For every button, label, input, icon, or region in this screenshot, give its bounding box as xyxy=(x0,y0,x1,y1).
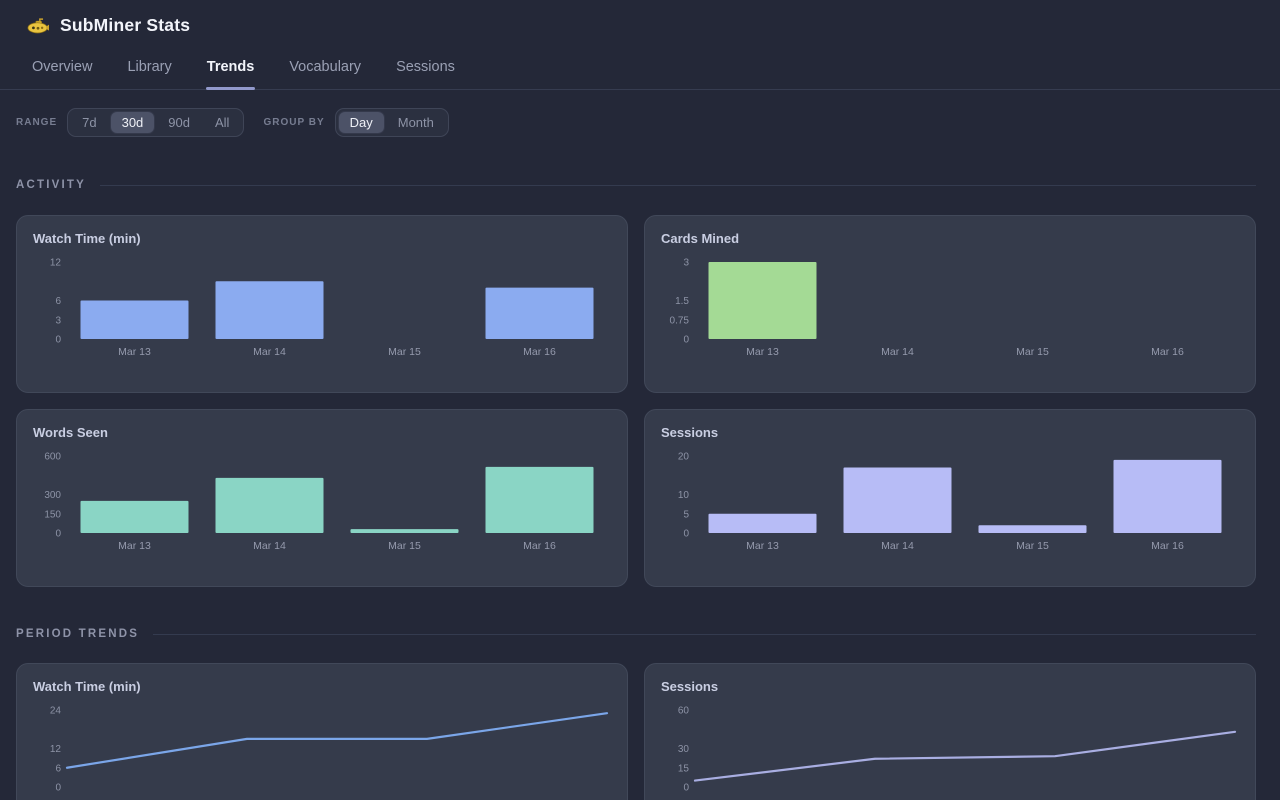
period-trends-chart-grid: Watch Time (min) 0 6 12 24 Sessions 0 15 30 60 xyxy=(16,663,1256,800)
chart-card-watch-time: Watch Time (min) 0 3 6 12 Mar 13 Mar 14 Mar 15… xyxy=(16,215,628,393)
svg-text:60: 60 xyxy=(678,706,690,717)
activity-chart-grid: Watch Time (min) 0 3 6 12 Mar 13 Mar 14 Mar 15… xyxy=(16,215,1256,587)
svg-text:Mar 14: Mar 14 xyxy=(253,346,286,358)
svg-text:10: 10 xyxy=(678,490,690,501)
sessions-line-chart: 0 15 30 60 xyxy=(645,700,1255,800)
svg-text:Mar 16: Mar 16 xyxy=(523,540,556,552)
svg-text:Mar 13: Mar 13 xyxy=(746,540,779,552)
chart-title: Watch Time (min) xyxy=(33,231,141,246)
svg-text:0: 0 xyxy=(683,529,689,540)
app-header: SubMiner Stats xyxy=(0,0,1280,36)
svg-text:6: 6 xyxy=(55,763,61,774)
svg-text:20: 20 xyxy=(678,452,690,463)
range-90d-button[interactable]: 90d xyxy=(157,112,201,133)
section-header-activity: ACTIVITY xyxy=(16,179,1256,191)
svg-text:24: 24 xyxy=(50,706,62,717)
group-day-button[interactable]: Day xyxy=(338,112,384,133)
section-title: PERIOD TRENDS xyxy=(16,628,140,640)
tab-sessions[interactable]: Sessions xyxy=(396,59,455,75)
svg-text:3: 3 xyxy=(55,315,61,326)
svg-text:600: 600 xyxy=(44,452,61,463)
svg-text:150: 150 xyxy=(44,509,61,520)
chart-title: Watch Time (min) xyxy=(33,679,141,694)
chart-card-watch-time-trend: Watch Time (min) 0 6 12 24 xyxy=(16,663,628,800)
words-seen-bar-chart: 0 150 300 600 Mar 13 Mar 14 Mar 15 Mar 16 xyxy=(17,446,627,558)
range-label: RANGE xyxy=(16,117,58,128)
svg-text:Mar 15: Mar 15 xyxy=(1016,540,1049,552)
svg-text:15: 15 xyxy=(678,763,690,774)
svg-text:30: 30 xyxy=(678,744,690,755)
sessions-bar-chart: 0 5 10 20 Mar 13 Mar 14 Mar 15 Mar 16 xyxy=(645,446,1255,558)
svg-text:Mar 15: Mar 15 xyxy=(388,540,421,552)
range-7d-button[interactable]: 7d xyxy=(71,112,107,133)
svg-text:0: 0 xyxy=(55,529,61,540)
svg-text:6: 6 xyxy=(55,296,61,307)
svg-text:1.5: 1.5 xyxy=(675,296,689,307)
chart-card-sessions: Sessions 0 5 10 20 Mar 13 Mar 14 Mar 15 Mar 16 xyxy=(644,409,1256,587)
range-all-button[interactable]: All xyxy=(204,112,240,133)
svg-text:0.75: 0.75 xyxy=(670,315,690,326)
section-divider xyxy=(100,184,1256,186)
range-30d-button[interactable]: 30d xyxy=(110,112,155,133)
watch-time-bar-chart: 0 3 6 12 Mar 13 Mar 14 Mar 15 Mar 16 xyxy=(17,252,627,364)
svg-text:Mar 14: Mar 14 xyxy=(881,346,914,358)
svg-text:Mar 13: Mar 13 xyxy=(118,540,151,552)
svg-text:Mar 13: Mar 13 xyxy=(118,346,151,358)
svg-text:Mar 16: Mar 16 xyxy=(523,346,556,358)
cards-mined-bar-chart: 0 0.75 1.5 3 Mar 13 Mar 14 Mar 15 Mar 16 xyxy=(645,252,1255,364)
svg-text:12: 12 xyxy=(50,744,62,755)
tab-trends[interactable]: Trends xyxy=(205,53,256,90)
svg-text:12: 12 xyxy=(50,258,62,269)
svg-text:Mar 13: Mar 13 xyxy=(746,346,779,358)
svg-text:0: 0 xyxy=(683,783,689,794)
svg-text:300: 300 xyxy=(44,490,61,501)
page-title: SubMiner Stats xyxy=(60,15,191,35)
group-month-button[interactable]: Month xyxy=(387,112,445,133)
svg-text:0: 0 xyxy=(683,335,689,346)
svg-text:Mar 16: Mar 16 xyxy=(1151,346,1184,358)
chart-title: Sessions xyxy=(661,679,719,694)
section-title: ACTIVITY xyxy=(16,179,86,191)
filter-controls: RANGE 7d 30d 90d All GROUP BY Day Month xyxy=(16,108,1280,137)
section-header-period-trends: PERIOD TRENDS xyxy=(16,628,1256,640)
tab-library[interactable]: Library xyxy=(127,59,172,75)
chart-title: Words Seen xyxy=(33,425,108,440)
range-segmented-control: 7d 30d 90d All xyxy=(67,108,245,137)
chart-card-cards-mined: Cards Mined 0 0.75 1.5 3 Mar 13 Mar 14 Mar 15 M… xyxy=(644,215,1256,393)
tab-overview[interactable]: Overview xyxy=(32,59,93,75)
svg-text:5: 5 xyxy=(683,509,689,520)
chart-title: Cards Mined xyxy=(661,231,740,246)
svg-text:Mar 15: Mar 15 xyxy=(388,346,421,358)
svg-text:Mar 15: Mar 15 xyxy=(1016,346,1049,358)
svg-text:Mar 14: Mar 14 xyxy=(253,540,286,552)
section-divider xyxy=(153,633,1256,635)
svg-text:Mar 16: Mar 16 xyxy=(1151,540,1184,552)
svg-text:0: 0 xyxy=(55,335,61,346)
svg-text:3: 3 xyxy=(683,258,689,269)
chart-card-words-seen: Words Seen 0 150 300 600 Mar 13 Mar 14 Mar 15 M… xyxy=(16,409,628,587)
chart-title: Sessions xyxy=(661,425,719,440)
svg-text:Mar 14: Mar 14 xyxy=(881,540,914,552)
svg-text:0: 0 xyxy=(55,783,61,794)
tab-bar: Overview Library Trends Vocabulary Sessi… xyxy=(0,53,1280,90)
group-by-label: GROUP BY xyxy=(263,117,325,128)
submarine-icon xyxy=(27,17,49,33)
chart-card-sessions-trend: Sessions 0 15 30 60 xyxy=(644,663,1256,800)
watch-time-line-chart: 0 6 12 24 xyxy=(17,700,627,800)
tab-vocabulary[interactable]: Vocabulary xyxy=(289,59,362,75)
group-by-segmented-control: Day Month xyxy=(334,108,449,137)
